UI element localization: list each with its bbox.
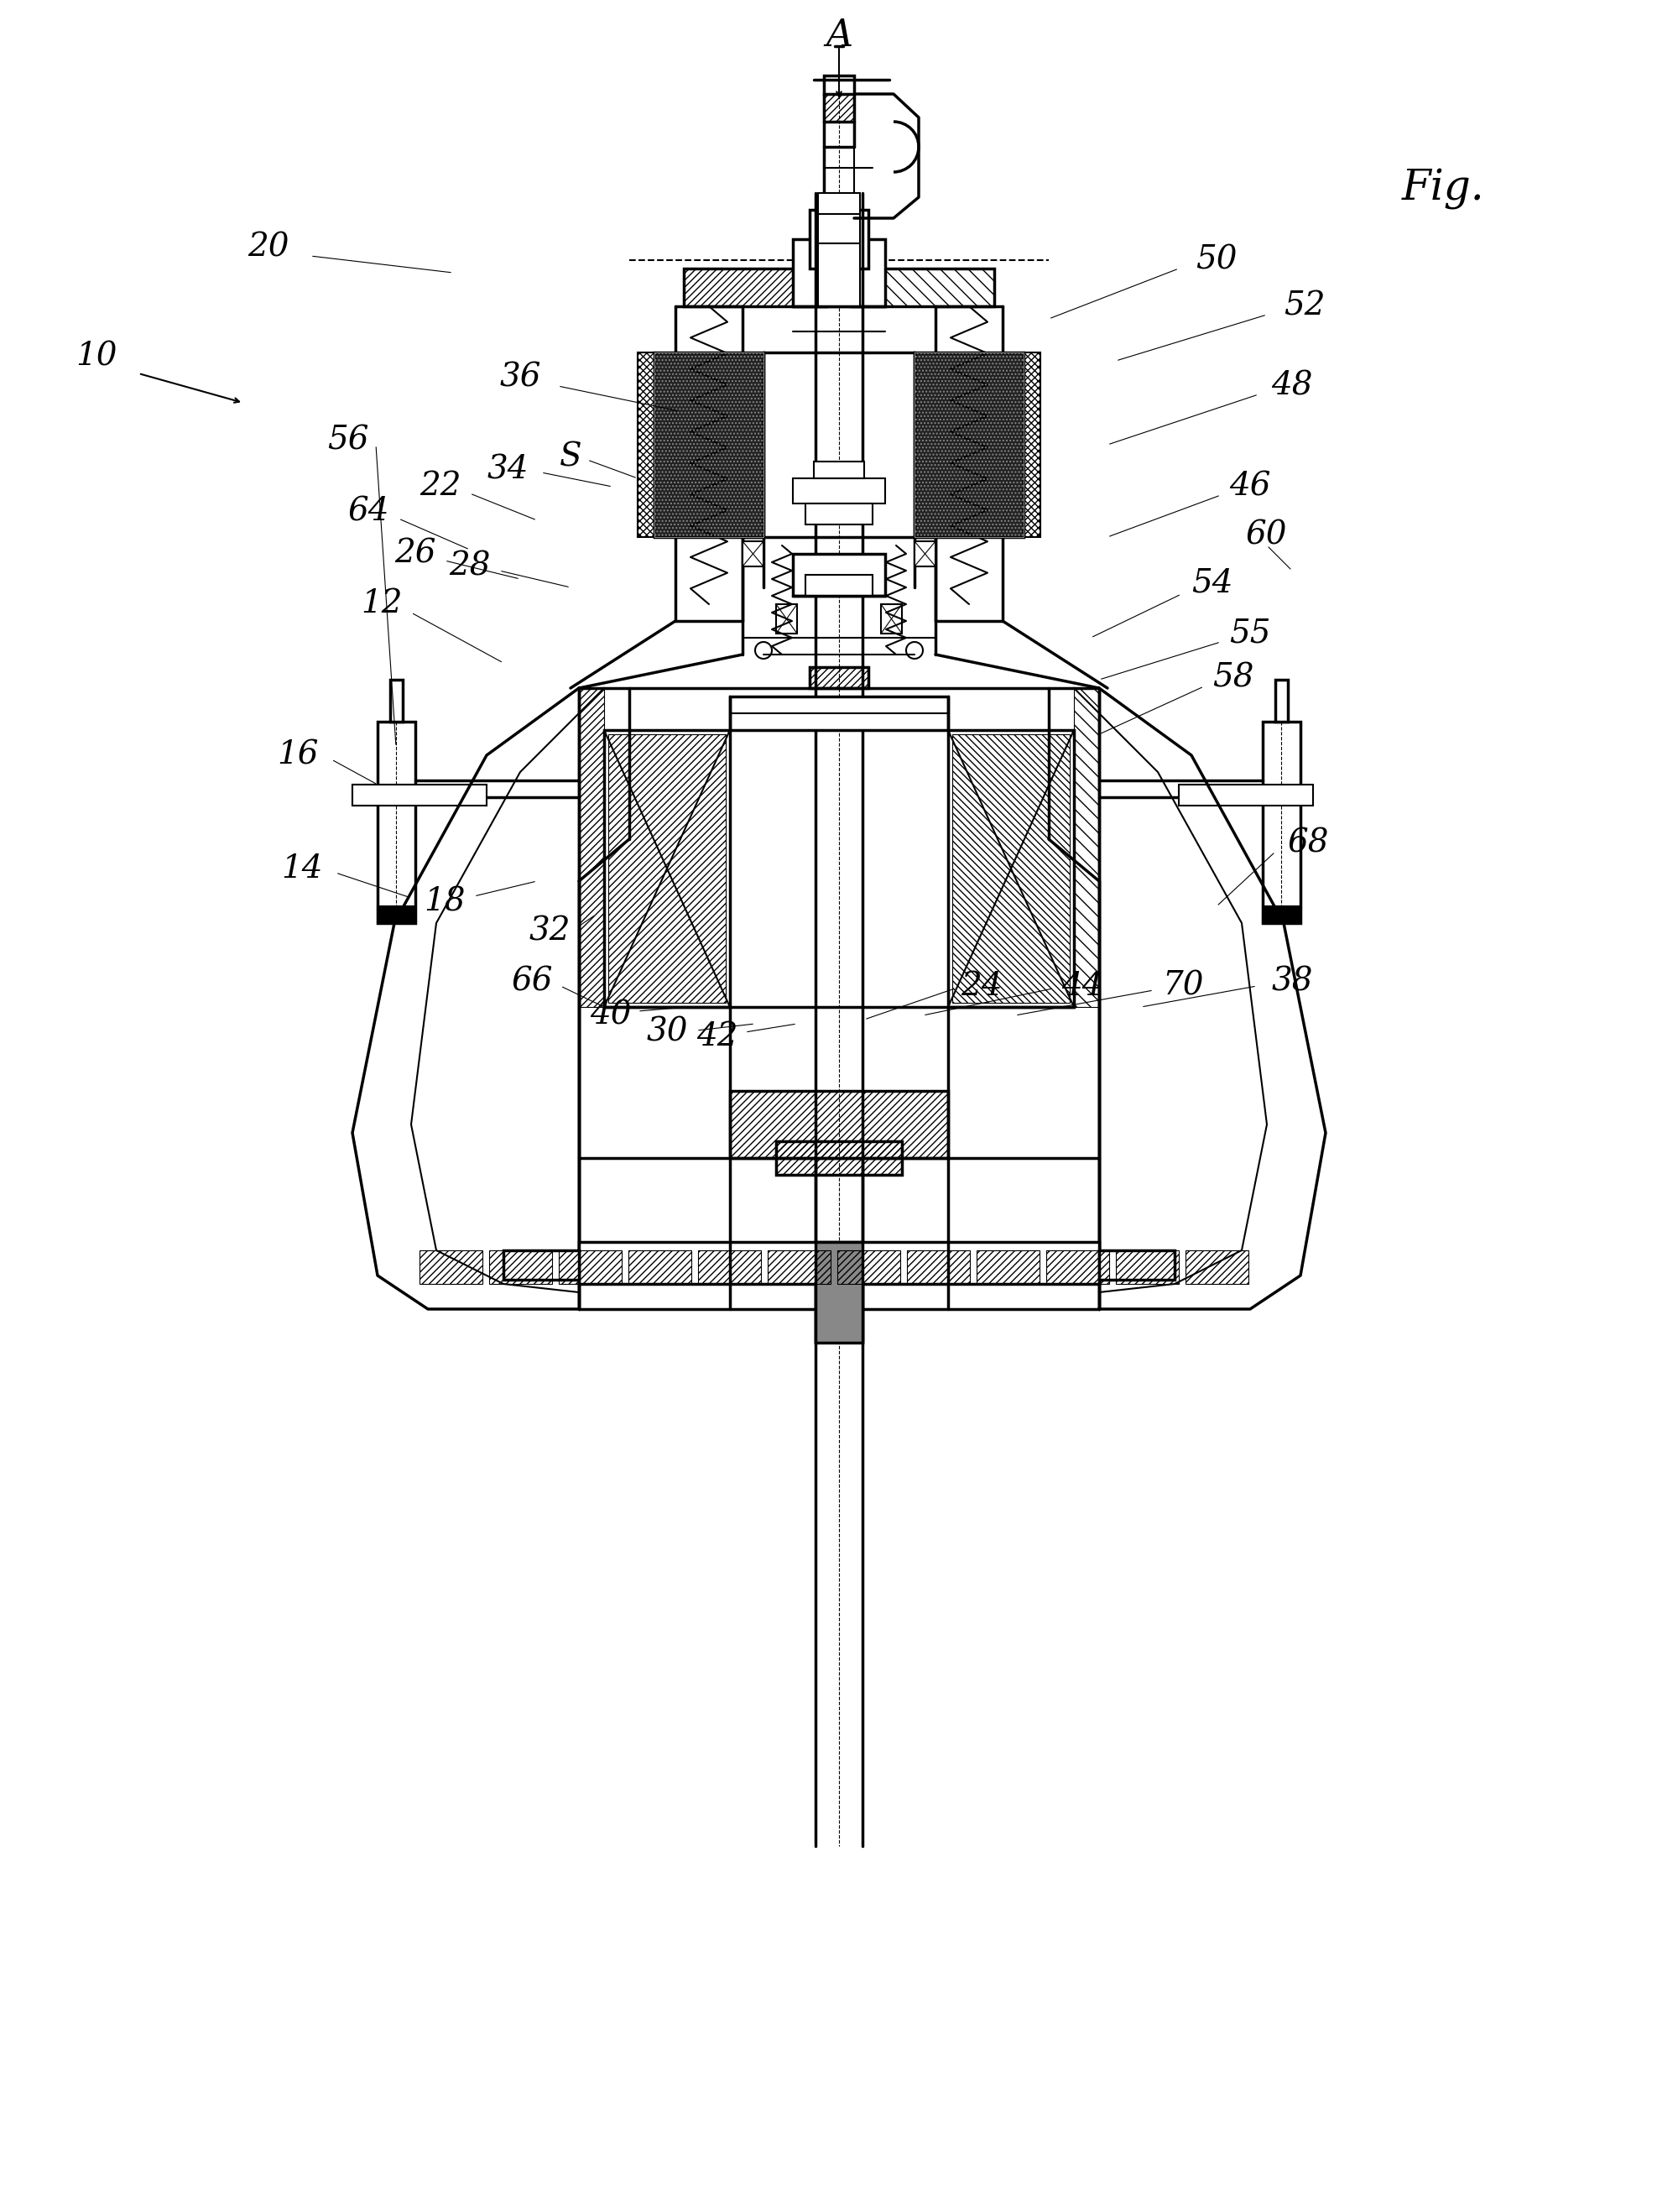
Bar	[742, 542, 763, 566]
Bar	[1275, 679, 1289, 721]
Bar	[1099, 1250, 1175, 1281]
Bar	[809, 668, 869, 688]
Bar	[352, 785, 487, 805]
Text: 66: 66	[512, 967, 554, 998]
Text: 14: 14	[282, 854, 322, 885]
Bar	[604, 730, 730, 1006]
Bar	[769, 1250, 831, 1283]
Bar	[685, 268, 826, 305]
Bar	[685, 268, 826, 305]
Bar	[389, 679, 403, 721]
Bar	[824, 93, 854, 122]
Bar	[915, 352, 1024, 538]
Text: 24: 24	[961, 971, 1002, 1002]
Text: 54: 54	[1191, 568, 1233, 599]
Text: 64: 64	[349, 495, 389, 526]
Bar	[730, 697, 948, 730]
Bar	[420, 1250, 483, 1283]
Bar	[730, 1091, 948, 1159]
Bar	[1116, 1250, 1178, 1283]
Text: 44: 44	[1062, 971, 1102, 1002]
Text: 40: 40	[591, 1000, 631, 1031]
Bar	[607, 734, 725, 1002]
Circle shape	[906, 641, 923, 659]
Text: 26: 26	[394, 538, 436, 568]
Bar	[852, 268, 993, 305]
Bar	[819, 192, 859, 305]
Text: 52: 52	[1284, 290, 1326, 321]
Bar	[794, 553, 886, 595]
Text: 22: 22	[420, 471, 461, 502]
Bar	[977, 1250, 1040, 1283]
Bar	[579, 1241, 1099, 1283]
Bar	[814, 462, 864, 478]
Text: 68: 68	[1289, 827, 1329, 858]
Bar	[730, 1091, 948, 1159]
Text: 28: 28	[450, 551, 490, 582]
Bar	[378, 907, 416, 922]
Circle shape	[755, 641, 772, 659]
Text: 34: 34	[487, 453, 529, 484]
Bar	[654, 352, 763, 538]
Bar	[809, 668, 869, 688]
Bar	[654, 352, 763, 538]
Bar	[881, 604, 903, 633]
Bar	[628, 1250, 691, 1283]
Text: 10: 10	[76, 341, 117, 372]
Bar	[1074, 688, 1099, 1006]
Text: 60: 60	[1247, 520, 1287, 551]
Bar	[579, 688, 604, 1006]
Bar	[824, 75, 854, 93]
Bar	[503, 1250, 579, 1281]
Text: 55: 55	[1230, 617, 1270, 648]
Text: 38: 38	[1272, 967, 1312, 998]
Text: 56: 56	[327, 425, 369, 456]
Bar	[852, 268, 993, 305]
Bar	[1024, 352, 1040, 538]
Text: 32: 32	[529, 916, 571, 947]
Bar	[698, 1250, 762, 1283]
Bar	[1264, 907, 1300, 922]
Text: 12: 12	[361, 588, 403, 619]
Bar	[775, 1141, 903, 1175]
Bar	[948, 730, 1074, 1006]
Text: 70: 70	[1163, 971, 1203, 1002]
Bar	[915, 542, 936, 566]
Bar	[559, 1250, 621, 1283]
Text: 20: 20	[248, 232, 289, 263]
Text: 18: 18	[425, 887, 465, 918]
Text: 50: 50	[1196, 246, 1237, 276]
Bar	[1178, 785, 1312, 805]
Bar	[906, 1250, 970, 1283]
Bar	[490, 1250, 552, 1283]
Bar	[805, 504, 873, 524]
Bar	[378, 721, 416, 922]
Text: A: A	[826, 18, 852, 53]
Text: 16: 16	[277, 739, 319, 770]
Bar	[953, 734, 1071, 1002]
Text: 42: 42	[696, 1020, 738, 1053]
Text: 30: 30	[646, 1018, 688, 1048]
Bar	[1185, 1250, 1248, 1283]
Bar	[775, 1141, 903, 1175]
Text: 48: 48	[1272, 369, 1312, 403]
Text: 58: 58	[1213, 664, 1253, 695]
Bar	[794, 239, 886, 305]
Bar	[809, 210, 869, 268]
Bar	[794, 478, 886, 504]
Bar	[837, 1250, 899, 1283]
Bar	[775, 604, 797, 633]
Bar	[816, 1241, 862, 1343]
Text: 36: 36	[500, 363, 540, 394]
Bar	[915, 352, 1024, 538]
Text: 46: 46	[1230, 471, 1270, 502]
Text: S: S	[559, 442, 582, 473]
Bar	[1264, 721, 1300, 922]
Text: Fig.: Fig.	[1401, 168, 1485, 210]
Bar	[352, 785, 416, 805]
Bar	[1047, 1250, 1109, 1283]
Bar	[638, 352, 654, 538]
Bar	[805, 575, 873, 595]
